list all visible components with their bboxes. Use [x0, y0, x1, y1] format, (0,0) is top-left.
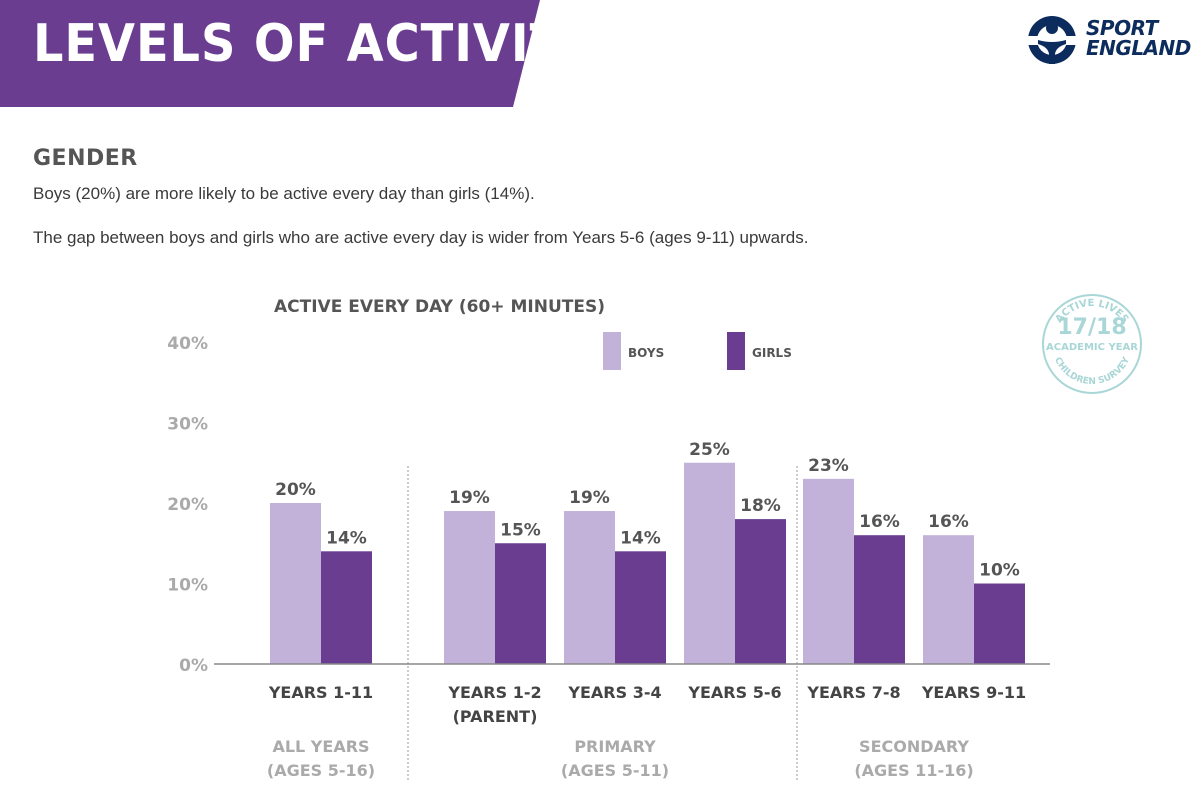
- y-tick-label: 0%: [179, 656, 208, 676]
- stamp-year: 17/18: [1057, 315, 1126, 340]
- boys-bar: [564, 511, 615, 664]
- girls-value-label: 14%: [620, 528, 661, 548]
- active-every-day-chart: ACTIVE EVERY DAY (60+ MINUTES) 0% 10% 20% 30…: [167, 297, 1050, 782]
- boys-bar: [270, 503, 321, 664]
- boys-value-label: 20%: [275, 480, 316, 500]
- intro-paragraph: Boys (20%) are more likely to be active …: [33, 184, 535, 203]
- title-banner: [0, 0, 540, 107]
- boys-bar: [444, 511, 495, 664]
- sport-england-emblem-icon: [1026, 16, 1082, 64]
- legend-girls-label: GIRLS: [752, 346, 792, 360]
- y-tick-label: 10%: [167, 576, 208, 596]
- y-tick-label: 30%: [167, 415, 208, 435]
- logo-line-2: ENGLAND: [1086, 36, 1191, 60]
- girls-bar: [854, 535, 905, 664]
- chart-title: ACTIVE EVERY DAY (60+ MINUTES): [274, 297, 605, 317]
- legend-boys-label: BOYS: [628, 346, 664, 360]
- logo-line-1: SPORT: [1086, 16, 1158, 40]
- girls-bar: [974, 583, 1025, 664]
- boys-value-label: 19%: [449, 488, 490, 508]
- y-tick-label: 40%: [167, 334, 208, 354]
- svg-text:CHILDREN SURVEY: CHILDREN SURVEY: [1052, 355, 1132, 387]
- category-label: YEARS 1-11: [268, 683, 373, 702]
- girls-value-label: 16%: [859, 512, 900, 532]
- sport-england-logo: SPORT ENGLAND: [1026, 14, 1200, 66]
- boys-bar: [923, 535, 974, 664]
- boys-value-label: 16%: [928, 512, 969, 532]
- category-label: YEARS 3-4: [567, 683, 661, 702]
- girls-value-label: 15%: [500, 520, 541, 540]
- category-label: YEARS 7-8: [806, 683, 900, 702]
- group-label: (AGES 5-16): [267, 761, 375, 780]
- boys-bar: [803, 478, 854, 664]
- boys-value-label: 19%: [569, 488, 610, 508]
- girls-bar: [321, 551, 372, 664]
- category-label: YEARS 9-11: [921, 683, 1026, 702]
- category-label: (PARENT): [453, 707, 538, 726]
- legend-boys-swatch: [603, 332, 621, 370]
- page-title: LEVELS OF ACTIVITY: [33, 14, 599, 74]
- group-label: (AGES 5-11): [561, 761, 669, 780]
- boys-value-label: 23%: [808, 456, 849, 476]
- legend-girls-swatch: [727, 332, 745, 370]
- group-label: SECONDARY: [859, 737, 969, 756]
- girls-bar: [735, 519, 786, 664]
- stamp-mid-text: ACADEMIC YEAR: [1046, 342, 1138, 353]
- boys-value-label: 25%: [689, 440, 730, 460]
- group-label: PRIMARY: [574, 737, 656, 756]
- y-tick-label: 20%: [167, 495, 208, 515]
- group-label: (AGES 11-16): [854, 761, 973, 780]
- girls-value-label: 10%: [979, 561, 1020, 581]
- section-heading: GENDER: [33, 146, 138, 171]
- girls-value-label: 14%: [326, 528, 367, 548]
- group-label: ALL YEARS: [272, 737, 369, 756]
- category-label: YEARS 5-6: [687, 683, 781, 702]
- active-lives-stamp: ACTIVE LIVES 17/18 ACADEMIC YEAR CHILDRE…: [1042, 294, 1142, 394]
- girls-value-label: 18%: [740, 496, 781, 516]
- stamp-bottom-text: CHILDREN SURVEY: [1052, 355, 1132, 387]
- girls-bar: [615, 551, 666, 664]
- boys-bar: [684, 462, 735, 664]
- logo-wordmark: SPORT ENGLAND: [1086, 18, 1191, 58]
- girls-bar: [495, 543, 546, 664]
- category-label: YEARS 1-2: [447, 683, 541, 702]
- detail-paragraph: The gap between boys and girls who are a…: [33, 228, 809, 247]
